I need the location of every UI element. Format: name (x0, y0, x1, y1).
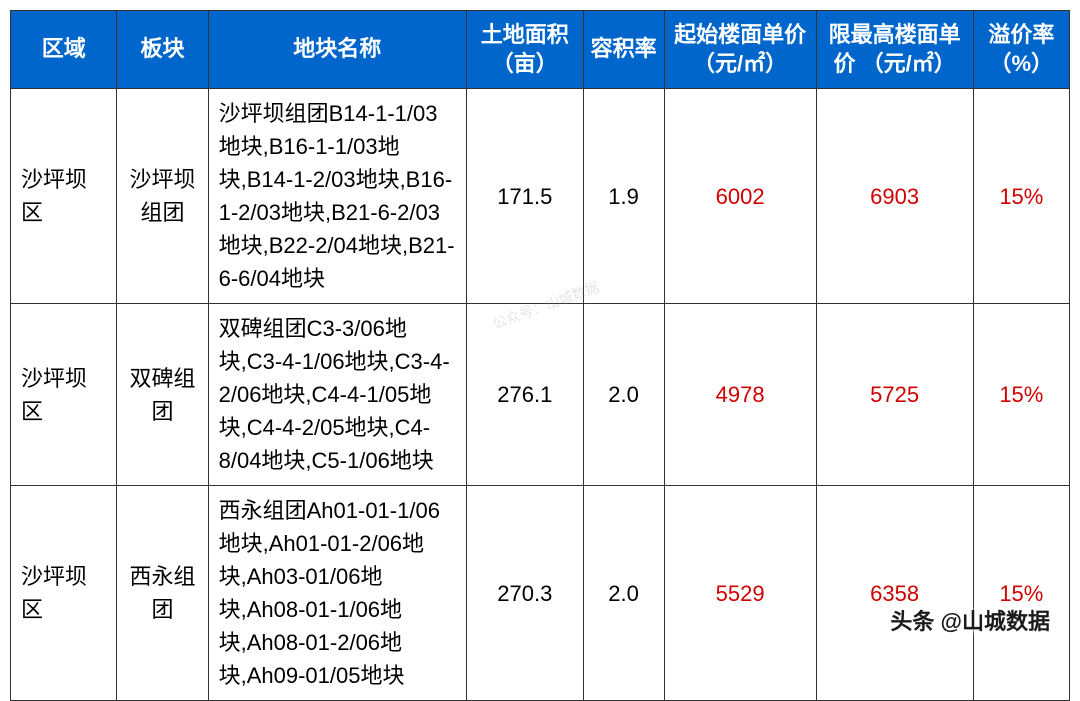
cell-max-price: 6903 (816, 89, 973, 304)
cell-start-price: 6002 (664, 89, 816, 304)
cell-area: 171.5 (467, 89, 584, 304)
table-row: 沙坪坝区 西永组团 西永组团Ah01-01-1/06地块,Ah01-01-2/0… (11, 486, 1070, 701)
th-max-price: 限最高楼面单价 （元/㎡） (816, 11, 973, 89)
header-row: 区域 板块 地块名称 土地面积（亩） 容积率 起始楼面单价（元/㎡） 限最高楼面… (11, 11, 1070, 89)
th-premium: 溢价率（%） (973, 11, 1069, 89)
cell-name: 双碑组团C3-3/06地块,C3-4-1/06地块,C3-4-2/06地块,C4… (208, 304, 466, 486)
cell-block: 双碑组团 (117, 304, 208, 486)
cell-ratio: 2.0 (583, 304, 664, 486)
table-row: 沙坪坝区 沙坪坝组团 沙坪坝组团B14-1-1/03地块,B16-1-1/03地… (11, 89, 1070, 304)
cell-block: 沙坪坝组团 (117, 89, 208, 304)
cell-name: 西永组团Ah01-01-1/06地块,Ah01-01-2/06地块,Ah03-0… (208, 486, 466, 701)
th-block: 板块 (117, 11, 208, 89)
cell-region: 沙坪坝区 (11, 304, 117, 486)
cell-max-price: 6358 (816, 486, 973, 701)
cell-name: 沙坪坝组团B14-1-1/03地块,B16-1-1/03地块,B14-1-2/0… (208, 89, 466, 304)
credit-text: 头条 @山城数据 (890, 604, 1050, 636)
cell-ratio: 2.0 (583, 486, 664, 701)
cell-start-price: 5529 (664, 486, 816, 701)
cell-area: 270.3 (467, 486, 584, 701)
cell-ratio: 1.9 (583, 89, 664, 304)
cell-premium: 15% (973, 304, 1069, 486)
cell-max-price: 5725 (816, 304, 973, 486)
cell-premium: 15% (973, 89, 1069, 304)
th-ratio: 容积率 (583, 11, 664, 89)
cell-region: 沙坪坝区 (11, 89, 117, 304)
th-area: 土地面积（亩） (467, 11, 584, 89)
cell-block: 西永组团 (117, 486, 208, 701)
cell-region: 沙坪坝区 (11, 486, 117, 701)
land-table: 区域 板块 地块名称 土地面积（亩） 容积率 起始楼面单价（元/㎡） 限最高楼面… (10, 10, 1070, 701)
th-start-price: 起始楼面单价（元/㎡） (664, 11, 816, 89)
table-row: 沙坪坝区 双碑组团 双碑组团C3-3/06地块,C3-4-1/06地块,C3-4… (11, 304, 1070, 486)
cell-area: 276.1 (467, 304, 584, 486)
cell-premium: 15% (973, 486, 1069, 701)
cell-start-price: 4978 (664, 304, 816, 486)
th-region: 区域 (11, 11, 117, 89)
th-name: 地块名称 (208, 11, 466, 89)
